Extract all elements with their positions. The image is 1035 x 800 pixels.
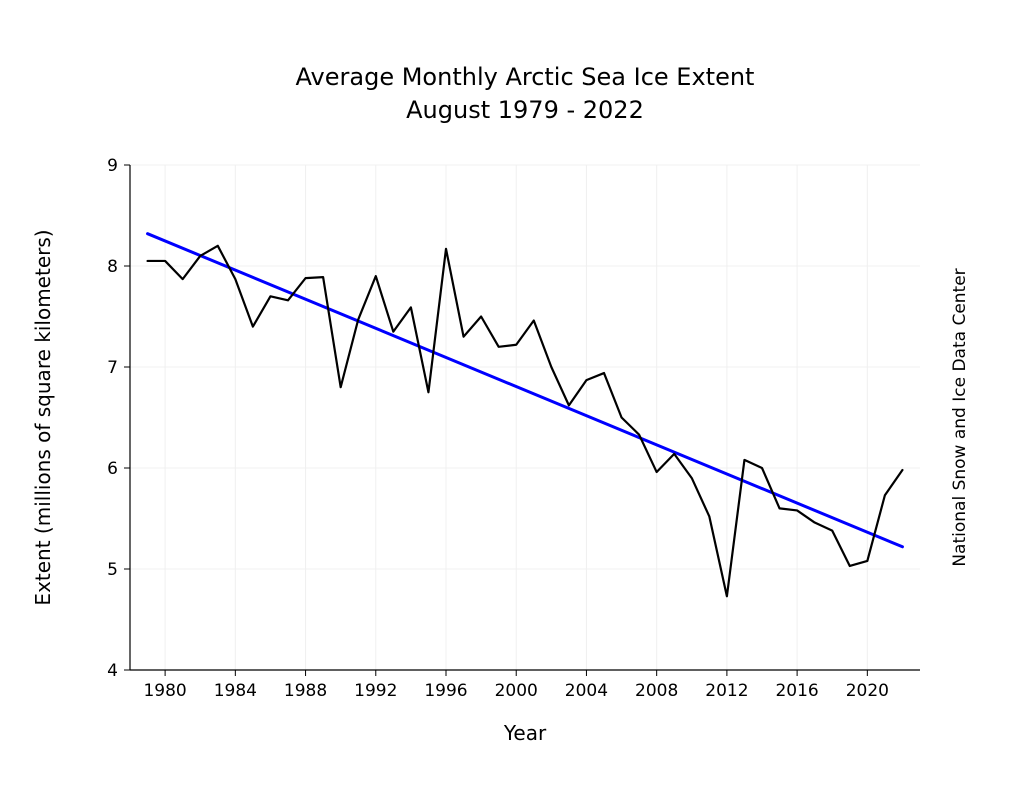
x-tick-label: 2008	[635, 681, 678, 701]
y-tick-label: 7	[107, 358, 118, 378]
x-axis-label: Year	[503, 721, 547, 745]
y-tick-label: 5	[107, 560, 118, 580]
chart-title-line2: August 1979 - 2022	[406, 96, 644, 124]
x-tick-label: 1996	[424, 681, 467, 701]
attribution-label: National Snow and Ice Data Center	[950, 268, 970, 566]
x-tick-label: 1988	[284, 681, 327, 701]
x-tick-label: 2004	[565, 681, 608, 701]
x-tick-label: 2016	[775, 681, 818, 701]
x-tick-label: 1992	[354, 681, 397, 701]
x-tick-label: 2000	[495, 681, 538, 701]
x-tick-label: 2020	[846, 681, 889, 701]
y-tick-label: 8	[107, 257, 118, 277]
x-tick-label: 1984	[214, 681, 257, 701]
y-tick-label: 4	[107, 661, 118, 681]
y-tick-label: 9	[107, 156, 118, 176]
chart-container: 1980 1984 1988 1992 1996 2000 2004 2008 2012 2016…	[0, 0, 1035, 800]
y-axis-label: Extent (millions of square kilometers)	[31, 229, 55, 605]
x-tick-label: 2012	[705, 681, 748, 701]
chart-title-line1: Average Monthly Arctic Sea Ice Extent	[296, 63, 755, 91]
chart-svg: 1980 1984 1988 1992 1996 2000 2004 2008 2012 2016…	[0, 0, 1035, 800]
y-tick-label: 6	[107, 459, 118, 479]
x-tick-label: 1980	[143, 681, 186, 701]
